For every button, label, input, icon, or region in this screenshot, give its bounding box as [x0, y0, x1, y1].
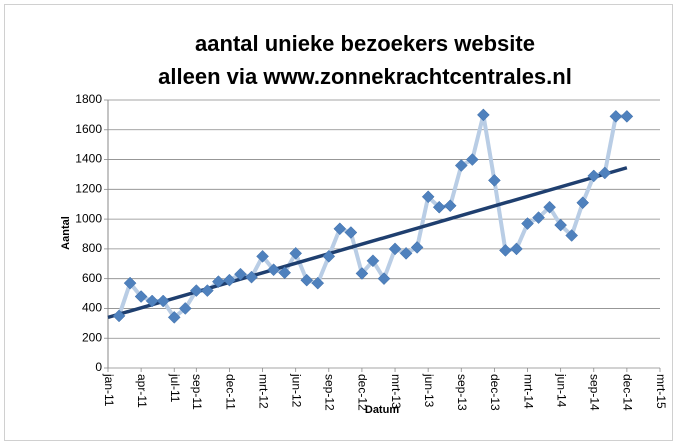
x-tick-label: sep-11	[190, 374, 204, 410]
marker	[399, 247, 413, 260]
marker	[410, 241, 424, 254]
marker	[112, 309, 126, 323]
chart-title: aantal unieke bezoekers website	[195, 31, 535, 56]
marker	[454, 159, 468, 172]
marker	[388, 242, 402, 256]
marker	[289, 247, 303, 260]
marker	[189, 284, 203, 297]
marker	[134, 290, 148, 303]
x-tick-label: sep-14	[588, 374, 602, 411]
marker	[609, 110, 623, 123]
x-tick-label: jun-14	[554, 373, 568, 408]
marker	[267, 263, 280, 277]
marker	[521, 217, 534, 230]
marker	[212, 275, 225, 288]
marker	[576, 196, 590, 210]
x-tick-label: dec-13	[488, 374, 502, 411]
marker	[421, 190, 435, 204]
marker	[178, 302, 192, 315]
x-tick-label: mrt-15	[654, 374, 668, 409]
marker	[587, 169, 601, 183]
marker	[167, 311, 181, 324]
marker	[565, 229, 579, 242]
marker	[499, 244, 512, 257]
y-tick-label: 200	[82, 330, 102, 344]
y-tick-label: 0	[95, 360, 102, 374]
marker	[598, 166, 612, 180]
marker	[510, 242, 523, 256]
marker	[245, 270, 258, 284]
marker	[201, 284, 214, 297]
marker	[156, 294, 170, 308]
marker	[333, 222, 347, 236]
marker	[256, 249, 269, 263]
x-tick-label: sep-13	[455, 374, 469, 411]
marker	[366, 254, 380, 268]
x-tick-label: mrt-14	[521, 374, 535, 409]
marker	[465, 153, 479, 166]
marker	[322, 249, 336, 263]
marker	[377, 272, 391, 286]
x-tick-label: mrt-13	[389, 374, 403, 409]
marker	[223, 273, 236, 287]
marker	[554, 218, 567, 232]
y-tick-label: 400	[82, 301, 102, 315]
marker	[123, 276, 137, 290]
x-tick-label: dec-12	[356, 374, 370, 411]
marker	[477, 108, 490, 122]
x-tick-label: mrt-12	[256, 374, 270, 409]
y-tick-label: 1000	[75, 211, 102, 225]
y-tick-label: 600	[82, 271, 102, 285]
marker	[620, 110, 634, 123]
y-tick-label: 1400	[75, 152, 102, 166]
x-axis-label: Datum	[365, 404, 399, 416]
x-tick-label: dec-14	[621, 374, 635, 411]
y-tick-label: 1600	[75, 122, 102, 136]
marker	[300, 273, 314, 287]
marker	[532, 211, 545, 224]
marker	[355, 267, 369, 280]
marker	[443, 199, 457, 213]
marker	[234, 267, 247, 281]
x-tick-label: apr-11	[135, 374, 149, 408]
x-tick-label: jan-11	[102, 373, 116, 407]
y-axis-label: Aantal	[60, 216, 72, 250]
y-tick-label: 1800	[75, 92, 102, 106]
x-tick-label: jun-13	[422, 373, 436, 408]
marker	[488, 174, 501, 187]
x-tick-label: dec-11	[223, 374, 237, 410]
marker	[278, 266, 291, 280]
x-tick-label: jun-12	[290, 373, 304, 408]
chart-title: alleen via www.zonnekrachtcentrales.nl	[158, 64, 572, 89]
marker	[344, 226, 358, 239]
marker	[311, 276, 325, 290]
marker	[145, 294, 159, 308]
y-tick-label: 1200	[75, 182, 102, 196]
marker	[432, 200, 446, 214]
y-tick-label: 800	[82, 241, 102, 255]
x-tick-label: jul-11	[168, 373, 182, 403]
x-tick-label: sep-12	[323, 374, 337, 411]
marker	[543, 200, 556, 214]
